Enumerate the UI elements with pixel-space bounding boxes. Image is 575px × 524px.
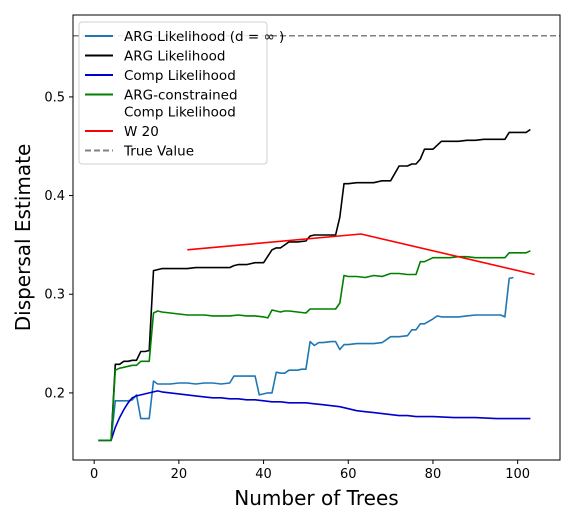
y-tick-label: 0.4 — [44, 189, 65, 204]
legend-label: Comp Likelihood — [124, 68, 236, 84]
y-tick-label: 0.2 — [44, 386, 65, 401]
series-line-comp-likelihood — [98, 390, 531, 442]
series-line-arg-likelihood — [98, 128, 531, 442]
legend-label: W 20 — [124, 124, 159, 140]
legend-item-arg-likelihood-d: ARG Likelihood (d = ∞ ) — [85, 29, 284, 45]
x-axis-ticks: 0 20 40 60 80 100 — [90, 460, 530, 482]
series-line-w-20 — [187, 233, 535, 276]
x-tick-label: 60 — [340, 467, 357, 482]
legend-item-w-20: W 20 — [85, 124, 159, 140]
x-tick-label: 80 — [425, 467, 442, 482]
x-axis-label: Number of Trees — [234, 486, 398, 510]
plot-frame — [72, 14, 561, 461]
y-tick-label: 0.3 — [44, 288, 65, 303]
legend-label: ARG Likelihood — [124, 49, 225, 65]
legend-label: ARG Likelihood (d = ∞ ) — [124, 29, 284, 45]
series-line-arg-constrained-comp-likelihood — [98, 250, 531, 442]
y-tick-label: 0.5 — [44, 90, 65, 105]
legend: ARG Likelihood (d = ∞ ) ARG Likelihood Com… — [78, 21, 284, 165]
x-tick-label: 0 — [90, 467, 98, 482]
legend-item-arg-likelihood: ARG Likelihood — [85, 49, 225, 65]
legend-box — [78, 21, 268, 165]
series-line-arg-likelihood-d — [98, 276, 514, 442]
x-tick-label: 20 — [171, 467, 188, 482]
x-tick-label: 40 — [255, 467, 272, 482]
legend-label: True Value — [123, 144, 194, 160]
legend-item-true-value: True Value — [85, 144, 194, 160]
y-axis-label: Dispersal Estimate — [11, 144, 35, 332]
legend-label: ARG-constrained Comp Likelihood — [124, 88, 238, 121]
legend-item-comp-likelihood: Comp Likelihood — [85, 68, 236, 84]
y-axis-ticks: 0.2 0.3 0.4 0.5 — [44, 90, 73, 401]
legend-item-arg-constrained-comp-likelihood: ARG-constrained Comp Likelihood — [85, 88, 238, 121]
x-tick-label: 100 — [505, 467, 530, 482]
